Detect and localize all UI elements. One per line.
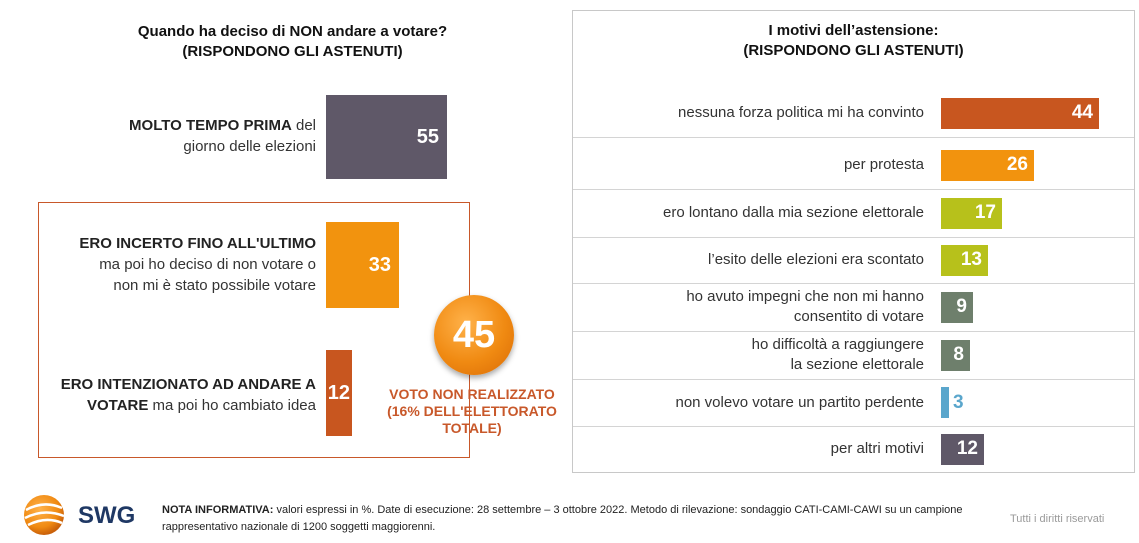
reason-bar: 26 [941, 149, 1034, 181]
left-title-line1: Quando ha deciso di NON andare a votare? [137, 23, 448, 40]
note-label: NOTA INFORMATIVA: [162, 504, 274, 516]
reason-label: per protesta [844, 155, 924, 175]
reason-label: ho avuto impegni che non mi hanno consent… [686, 287, 924, 327]
left-item-3-bold: ERO INTENZIONATO AD ANDARE A [60, 376, 316, 393]
reason-row-separator [573, 137, 1134, 138]
badge-caption-line1: VOTO NON REALIZZATO [389, 386, 555, 402]
reason-bar-value: 44 [1071, 102, 1093, 123]
reason-label-line: consentito di votare [793, 308, 924, 325]
rights-reserved: Tutti i diritti riservati [1010, 513, 1105, 525]
reason-row-separator [573, 379, 1134, 380]
reason-bar: 3 [941, 387, 964, 418]
reason-label: ero lontano dalla mia sezione elettorale [663, 203, 924, 223]
reason-label-line: non volevo votare un partito perdente [675, 393, 924, 411]
left-bar-1-value: 55 [416, 125, 439, 148]
right-title-line1: I motivi dell’astensione: [768, 22, 939, 39]
badge-caption-line3: TOTALE) [442, 420, 502, 436]
reason-bar-value: 12 [956, 438, 978, 459]
left-item-3-line2-bold: VOTARE [86, 397, 149, 414]
reason-label: per altri motivi [831, 439, 924, 459]
left-item-3-line2: ma poi ho cambiato idea [148, 397, 316, 414]
reason-label-line: la sezione elettorale [790, 356, 924, 373]
note-text: valori espressi in %. Date di esecuzione… [162, 504, 963, 533]
left-bar-3-value: 12 [327, 381, 350, 404]
left-item-1-rest: del [291, 117, 316, 134]
left-item-2-line3: non mi è stato possibile votare [113, 277, 316, 294]
left-item-label-2: ERO INCERTO FINO ALL'ULTIMO ma poi ho de… [40, 233, 316, 296]
badge-caption-line2: (16% DELL'ELETTORATO [387, 403, 557, 419]
total-badge-caption: VOTO NON REALIZZATO (16% DELL'ELETTORATO… [383, 386, 561, 437]
left-item-1-bold: MOLTO TEMPO PRIMA [129, 117, 292, 134]
reason-bar-value: 17 [974, 202, 996, 223]
reason-label-line: ho avuto impegni che non mi hanno [686, 288, 924, 305]
swg-logo: SWG [20, 492, 140, 538]
reason-label: nessuna forza politica mi ha convinto [678, 103, 924, 123]
reasons-chart-panel: I motivi dell’astensione: (RISPONDONO GL… [572, 10, 1135, 473]
reason-bar: 17 [941, 197, 1002, 229]
total-badge-value: 45 [452, 313, 496, 356]
left-item-2-line2: ma poi ho deciso di non votare o [99, 256, 316, 273]
reason-bar: 13 [941, 244, 988, 276]
reason-label-line: l’esito delle elezioni era scontato [708, 251, 924, 268]
reason-label: non volevo votare un partito perdente [675, 393, 924, 413]
left-item-label-3: ERO INTENZIONATO AD ANDARE A VOTARE ma p… [40, 374, 316, 416]
total-badge: 45 [434, 295, 514, 375]
reason-bar: 9 [941, 291, 973, 323]
reason-label-line: nessuna forza politica mi ha convinto [678, 104, 924, 121]
reason-bar: 44 [941, 97, 1099, 129]
reason-label-line: ero lontano dalla mia sezione elettorale [663, 204, 924, 221]
right-title-line2: (RISPONDONO GLI ASTENUTI) [743, 42, 964, 59]
left-bar-2-value: 33 [368, 253, 391, 276]
reason-bar-value: 8 [953, 344, 964, 365]
reason-bar-value: 9 [956, 296, 967, 317]
reason-bar: 8 [941, 339, 970, 371]
reason-label-line: per protesta [843, 156, 924, 173]
left-item-1-line2: giorno delle elezioni [183, 138, 316, 155]
reason-row-separator [573, 331, 1134, 332]
left-item-2-bold: ERO INCERTO FINO ALL'ULTIMO [79, 235, 316, 252]
reason-bar-value: 3 [953, 391, 964, 413]
left-bar-3: 12 [326, 350, 352, 436]
left-title-line2: (RISPONDONO GLI ASTENUTI) [182, 43, 403, 60]
right-chart-title: I motivi dell’astensione: (RISPONDONO GL… [573, 21, 1134, 61]
reason-row-separator [573, 237, 1134, 238]
left-item-label-1: MOLTO TEMPO PRIMA del giorno delle elezi… [40, 115, 316, 157]
reason-label: ho difficoltà a raggiungere la sezione el… [752, 335, 924, 375]
reason-bar-value: 13 [960, 249, 982, 270]
globe-logo-icon [24, 495, 65, 535]
left-chart-title: Quando ha deciso di NON andare a votare?… [100, 22, 485, 62]
reason-bar-value: 26 [1006, 154, 1028, 175]
reason-row-separator [573, 426, 1134, 427]
logo-text: SWG [78, 502, 136, 529]
reason-label-line: ho difficoltà a raggiungere [751, 336, 924, 353]
reason-row-separator [573, 283, 1134, 284]
reason-label-line: per altri motivi [830, 440, 924, 457]
reason-row-separator [573, 189, 1134, 190]
left-bar-2: 33 [326, 222, 399, 308]
left-bar-1: 55 [326, 95, 447, 179]
reason-label: l’esito delle elezioni era scontato [708, 250, 924, 270]
reason-bar: 12 [941, 433, 984, 465]
methodology-note: NOTA INFORMATIVA: valori espressi in %. … [162, 502, 992, 536]
